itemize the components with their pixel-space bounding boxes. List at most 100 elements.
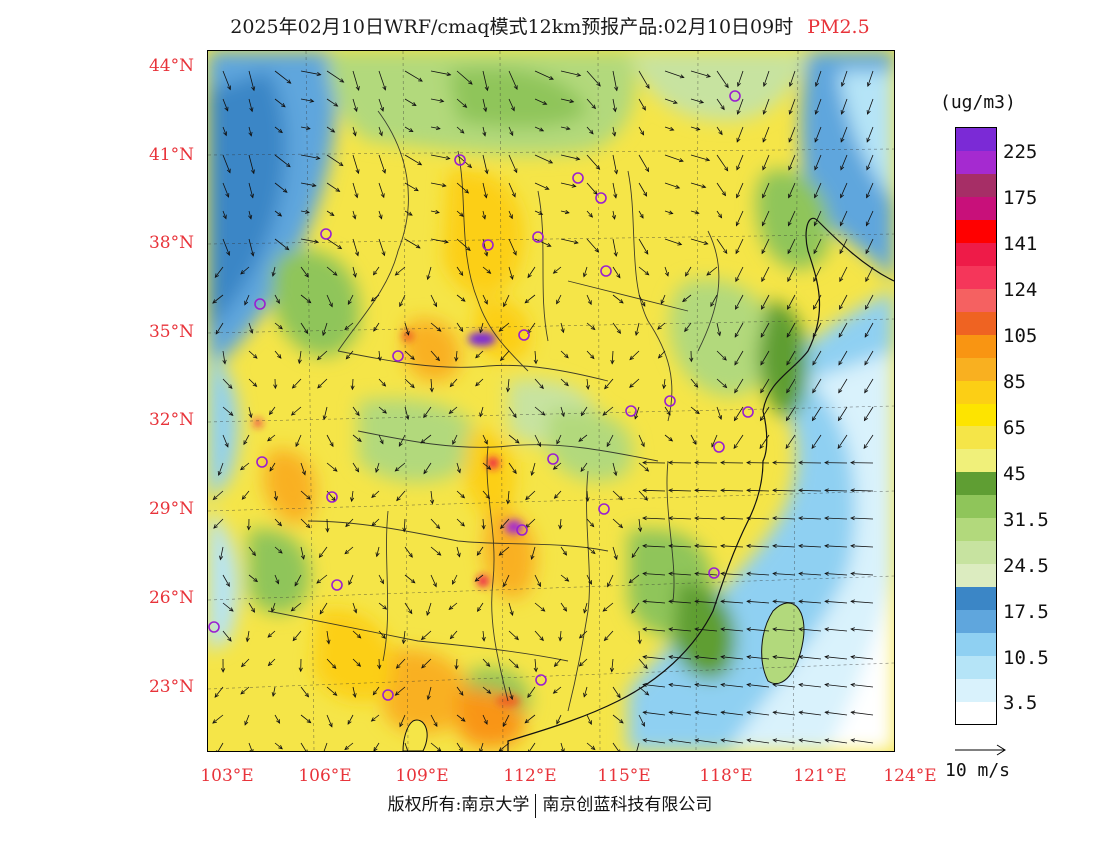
wind-arrow [747, 739, 770, 744]
wind-arrow [450, 378, 458, 387]
wind-arrow-head [226, 168, 231, 174]
wind-arrow-head [668, 460, 673, 465]
wind-arrow-head [316, 579, 321, 584]
wind-arrow-head [553, 494, 559, 499]
wind-arrow [430, 378, 433, 392]
wind-arrow-head [657, 325, 662, 330]
wind-arrow-head [612, 107, 617, 113]
wind-arrow-head [786, 332, 791, 338]
wind-arrow [317, 378, 328, 389]
wind-arrow-head [824, 571, 829, 576]
wind-arrow [799, 573, 822, 576]
species-label: PM2.5 [807, 16, 870, 38]
wind-arrow-head [850, 710, 856, 715]
wind-arrow-head [839, 249, 844, 255]
wind-arrow [352, 154, 359, 174]
wind-arrow-head [311, 183, 317, 188]
wind-arrow [560, 98, 574, 103]
wind-arrow [669, 656, 692, 660]
wind-arrow [850, 517, 874, 520]
wind-arrow-head [267, 437, 272, 442]
wind-arrow-head [705, 157, 711, 162]
wind-arrow [581, 406, 588, 416]
wind-arrow [527, 266, 536, 278]
wind-arrow-head [506, 387, 511, 393]
wind-arrow [695, 711, 718, 716]
wind-arrow [612, 742, 620, 751]
wind-arrow [638, 294, 646, 307]
legend-value: 65 [1003, 417, 1026, 439]
wind-arrow [611, 658, 614, 672]
wind-arrow-head [840, 165, 845, 171]
wind-arrow [395, 686, 406, 696]
wind-arrow [404, 238, 421, 249]
wind-arrow [404, 406, 409, 420]
wind-arrow [352, 406, 360, 416]
wind-arrow [482, 518, 485, 529]
wind-arrow [669, 628, 692, 632]
wind-arrow-head [452, 580, 456, 585]
wind-arrow [586, 210, 593, 218]
wind-arrow-head [553, 662, 559, 668]
wind-arrow [863, 434, 874, 449]
wind-arrow-head [249, 193, 254, 199]
wind-arrow [212, 714, 224, 724]
wind-arrow-head [329, 211, 335, 217]
wind-arrow-head [475, 381, 480, 387]
wind-arrow-head [446, 72, 452, 77]
wind-arrow-head [762, 137, 767, 143]
wind-arrow-head [837, 416, 843, 422]
wind-arrow [690, 434, 697, 445]
wind-arrow [508, 434, 520, 444]
wind-arrow [612, 154, 618, 174]
wind-arrow-head [345, 522, 350, 528]
wind-arrow [606, 434, 614, 447]
wind-arrow-head [588, 720, 592, 726]
wind-arrow-head [613, 555, 618, 561]
wind-arrow [502, 714, 510, 727]
wind-arrow-head [720, 738, 726, 743]
wind-arrow-head [785, 416, 791, 422]
wind-arrow [761, 266, 770, 282]
wind-arrow-head [813, 249, 818, 255]
wind-arrow [268, 658, 276, 666]
wind-arrow [345, 518, 354, 527]
wind-arrow [421, 630, 432, 640]
wind-arrow-head [838, 388, 843, 394]
wind-arrow-head [509, 131, 514, 137]
wind-arrow [638, 98, 646, 111]
wind-arrow-head [618, 523, 624, 529]
wind-arrow [378, 658, 380, 669]
wind-arrow [430, 70, 451, 76]
wind-arrow-head [530, 471, 535, 476]
wind-arrow-head [373, 747, 378, 751]
wind-arrow-head [499, 356, 505, 362]
city-marker [256, 456, 268, 468]
wind-arrow-head [326, 639, 331, 645]
wind-arrow [716, 378, 727, 388]
wind-arrow [706, 266, 718, 276]
wind-arrow-head [352, 131, 357, 137]
wind-arrow [716, 70, 729, 88]
legend-swatch [956, 540, 996, 565]
wind-arrow [773, 711, 796, 716]
wind-arrow-head [798, 655, 804, 660]
wind-arrow [222, 378, 233, 389]
city-marker [598, 503, 610, 515]
wind-arrow [482, 182, 487, 198]
wind-arrow-head [227, 637, 232, 642]
wind-arrow-head [839, 305, 843, 310]
wind-arrow-head [642, 543, 647, 549]
footer-divider [535, 793, 537, 818]
wind-arrow [244, 294, 250, 305]
wind-arrow-head [277, 354, 282, 359]
wind-arrow-head [669, 126, 675, 131]
wind-arrow [480, 742, 484, 751]
wind-arrow [638, 630, 641, 644]
wind-arrow [747, 656, 770, 660]
wind-arrow [695, 573, 718, 576]
wind-arrow-head [527, 329, 532, 335]
wind-arrow-head [604, 384, 609, 390]
wind-arrow-head [759, 444, 764, 450]
wind-arrow-head [370, 717, 376, 722]
